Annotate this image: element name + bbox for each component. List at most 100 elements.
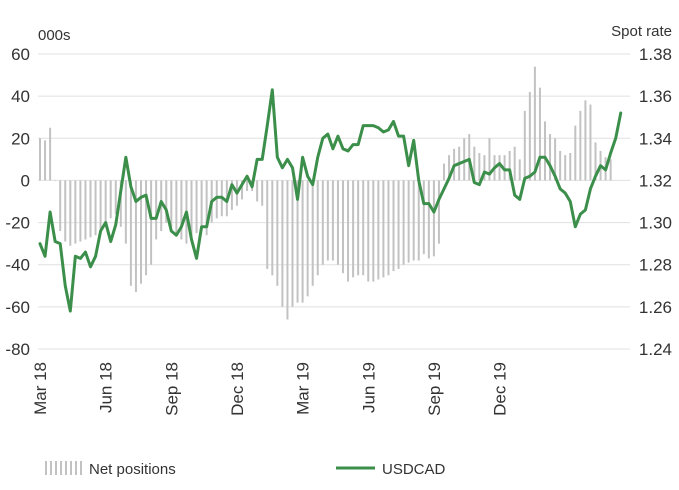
net-position-bar-76 [422, 180, 425, 255]
left-tick-label-3: 0 [21, 171, 30, 190]
left-tick-label-5: -40 [5, 256, 30, 275]
net-position-bar-91 [498, 155, 501, 181]
net-position-bar-20 [140, 180, 142, 284]
legend-label-usdcad: USDCAD [382, 461, 446, 478]
left-tick-label-2: 20 [11, 129, 30, 148]
net-position-bar-65 [367, 180, 370, 282]
right-axis-ticks: 1.38 1.36 1.34 1.32 1.30 1.28 1.26 1.24 [639, 45, 672, 359]
net-position-bar-97 [528, 91, 531, 181]
net-position-bar-45 [266, 180, 269, 269]
right-tick-label-1: 1.36 [639, 87, 672, 106]
net-position-bar-61 [347, 180, 350, 282]
net-position-bar-80 [443, 163, 445, 181]
x-tick-label-7: Dec 19 [491, 362, 510, 416]
net-position-bar-63 [357, 180, 360, 276]
legend-label-net-positions: Net positions [89, 461, 176, 478]
net-position-bar-108 [584, 100, 587, 181]
net-position-bar-50 [291, 180, 294, 307]
net-position-bar-19 [134, 180, 137, 293]
net-position-bar-2 [49, 127, 52, 181]
net-position-bar-85 [468, 134, 471, 181]
x-tick-label-1: Jun 18 [97, 362, 116, 413]
legend-bars-swatch [45, 461, 82, 475]
net-position-bar-79 [437, 180, 440, 244]
left-tick-label-1: 40 [11, 87, 30, 106]
x-tick-label-2: Sep 18 [162, 362, 181, 416]
left-axis-ticks: 60 40 20 0 -20 -40 -60 -80 [5, 45, 30, 359]
net-position-bar-60 [342, 180, 344, 274]
x-axis-ticks: Mar 18 Jun 18 Sep 18 Dec 18 Mar 19 Jun 19 Sep … [31, 362, 510, 416]
net-position-bar-22 [150, 180, 153, 265]
net-position-bar-75 [417, 180, 420, 261]
net-position-bar-77 [427, 180, 430, 259]
net-position-bar-44 [261, 180, 264, 206]
net-position-bar-59 [336, 180, 339, 265]
right-tick-label-4: 1.30 [639, 214, 672, 233]
net-position-bar-57 [326, 180, 329, 261]
right-tick-label-2: 1.34 [639, 129, 672, 148]
net-position-bar-66 [372, 180, 375, 282]
net-position-bar-95 [518, 159, 521, 181]
net-position-bar-107 [579, 110, 582, 181]
net-position-bar-84 [463, 138, 466, 181]
net-position-bar-21 [145, 180, 148, 276]
net-position-bar-52 [301, 180, 304, 303]
net-position-bar-0 [39, 138, 41, 181]
net-position-bar-7 [74, 180, 77, 244]
x-tick-label-0: Mar 18 [31, 362, 50, 415]
net-position-bar-1 [44, 140, 47, 181]
net-position-bar-33 [205, 180, 208, 236]
x-tick-label-4: Mar 19 [294, 362, 313, 415]
right-tick-label-3: 1.32 [639, 171, 672, 190]
net-position-bar-26 [170, 180, 173, 227]
net-position-bar-103 [559, 150, 562, 181]
net-position-bar-12 [99, 180, 102, 231]
net-position-bar-55 [316, 180, 319, 276]
net-position-bar-15 [114, 180, 117, 215]
net-position-bar-67 [377, 180, 380, 280]
net-position-bar-49 [286, 180, 289, 320]
net-position-bar-32 [200, 180, 203, 231]
left-tick-label-0: 60 [11, 45, 30, 64]
net-position-bar-3 [54, 180, 57, 181]
net-position-bar-54 [311, 180, 314, 286]
net-position-bar-74 [412, 180, 415, 261]
right-tick-label-7: 1.24 [639, 340, 672, 359]
net-position-bar-109 [589, 104, 592, 181]
net-position-bar-31 [195, 180, 198, 234]
net-position-bar-89 [488, 138, 491, 181]
net-position-bar-110 [594, 142, 597, 181]
net-position-bar-51 [296, 180, 299, 303]
net-position-bar-73 [407, 180, 410, 263]
net-position-bar-28 [180, 180, 183, 240]
net-position-bar-47 [276, 180, 279, 286]
net-position-bar-8 [79, 180, 82, 242]
net-position-bar-38 [230, 180, 233, 210]
net-position-bar-70 [392, 180, 395, 272]
net-position-bar-56 [321, 180, 324, 265]
net-position-bar-43 [256, 180, 259, 202]
net-position-bar-18 [129, 180, 132, 286]
net-position-bar-113 [609, 159, 612, 181]
legend: Net positions USDCAD [45, 461, 446, 478]
left-tick-label-7: -80 [5, 340, 30, 359]
net-position-bar-30 [190, 180, 193, 238]
net-position-bar-94 [513, 146, 516, 181]
net-position-bar-88 [483, 155, 486, 181]
net-position-bar-13 [104, 180, 107, 223]
net-position-bar-14 [109, 180, 112, 219]
net-position-bar-25 [165, 180, 168, 223]
net-position-bar-16 [119, 180, 122, 227]
net-position-bar-102 [554, 138, 557, 181]
usdcad-line-layer [38, 88, 623, 313]
left-tick-label-6: -60 [5, 298, 30, 317]
net-position-bar-40 [241, 180, 243, 200]
x-tick-label-3: Dec 18 [228, 362, 247, 416]
net-position-bar-41 [246, 180, 249, 191]
net-position-bar-99 [538, 87, 541, 181]
net-position-bar-53 [306, 180, 309, 297]
net-position-bar-27 [175, 180, 178, 236]
net-position-bar-62 [352, 180, 355, 278]
net-position-bar-69 [387, 180, 390, 276]
